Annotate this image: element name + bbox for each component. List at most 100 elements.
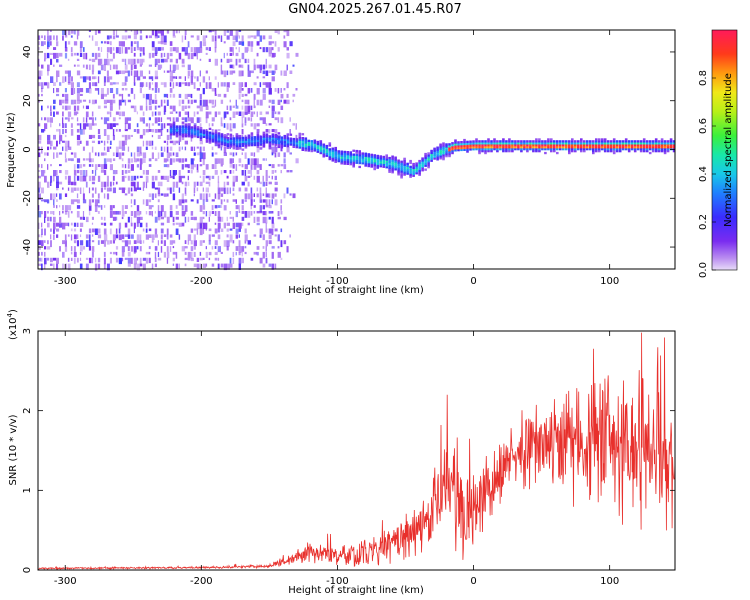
heatmap-cell <box>232 216 234 222</box>
heatmap-cell <box>280 136 284 139</box>
heatmap-cell <box>91 164 94 167</box>
heatmap-cell <box>556 142 559 145</box>
heatmap-cell <box>268 41 272 46</box>
heatmap-cell <box>187 133 191 136</box>
heatmap-cell <box>112 82 116 85</box>
heatmap-cell <box>47 47 49 50</box>
heatmap-cell <box>550 140 553 143</box>
heatmap-cell <box>496 144 499 147</box>
heatmap-cell <box>115 64 118 70</box>
heatmap-cell <box>172 193 176 201</box>
heatmap-cell <box>82 129 85 135</box>
snr-x-axis-label: Height of straight line (km) <box>288 585 424 596</box>
heatmap-cell <box>121 257 124 262</box>
heatmap-cell <box>289 234 291 238</box>
heatmap-cell <box>88 134 92 139</box>
heatmap-cell <box>235 146 239 150</box>
heatmap-cell <box>229 58 233 63</box>
heatmap-cell <box>64 175 67 180</box>
heatmap-cell <box>142 140 145 147</box>
heatmap-cell <box>41 146 43 154</box>
heatmap-cell <box>340 152 343 155</box>
heatmap-cell <box>44 52 47 60</box>
heatmap-cell <box>175 263 179 270</box>
heatmap-cell <box>124 205 128 209</box>
heatmap-cell <box>148 211 152 216</box>
heatmap-cell <box>400 168 403 171</box>
heatmap-cell <box>250 117 253 122</box>
heatmap-cell <box>172 29 175 36</box>
heatmap-cell <box>220 143 224 146</box>
heatmap-cell <box>636 144 640 147</box>
heatmap-cell <box>59 99 62 106</box>
heatmap-cell <box>157 152 160 159</box>
heatmap-cell <box>286 141 290 144</box>
heatmap-cell <box>394 166 397 169</box>
heatmap-cell <box>106 263 110 271</box>
heatmap-cell <box>214 251 218 255</box>
heatmap-cell <box>238 82 242 88</box>
heatmap-cell <box>286 187 289 194</box>
heatmap-cell <box>457 147 460 150</box>
heatmap-cell <box>166 52 170 60</box>
heatmap-cell <box>169 47 173 52</box>
heatmap-cell <box>487 142 490 145</box>
heatmap-cell <box>232 70 236 74</box>
chart-title: GN04.2025.267.01.45.R07 <box>288 2 462 17</box>
heatmap-cell <box>157 123 161 126</box>
heatmap-cell <box>62 35 64 41</box>
heatmap-cell <box>310 147 314 151</box>
heatmap-cell <box>226 199 229 203</box>
heatmap-cell <box>286 47 289 51</box>
heatmap-cell <box>556 148 559 151</box>
heatmap-cell <box>47 82 50 89</box>
heatmap-cell <box>598 150 601 153</box>
heatmap-cell <box>106 146 110 152</box>
heatmap-cell <box>403 171 406 174</box>
heatmap-cell <box>466 142 469 145</box>
heatmap-cell <box>50 105 52 112</box>
heatmap-cell <box>79 88 84 93</box>
heatmap-cell <box>304 137 308 140</box>
heatmap-cell <box>47 41 50 48</box>
heatmap-cell <box>403 163 406 166</box>
heatmap-cell <box>106 240 110 245</box>
heatmap-cell <box>247 111 250 114</box>
heatmap-cell <box>349 163 352 166</box>
heatmap-cell <box>457 143 460 146</box>
heatmap-cell <box>400 174 403 177</box>
heatmap-cell <box>385 166 388 169</box>
heatmap-cell <box>292 123 295 126</box>
heatmap-cell <box>124 257 128 260</box>
heatmap-cell <box>121 93 124 101</box>
heatmap-cell <box>38 211 42 218</box>
heatmap-cell <box>337 154 340 157</box>
heatmap-cell <box>196 135 200 139</box>
heatmap-cell <box>38 205 40 211</box>
heatmap-cell <box>205 175 209 179</box>
heatmap-cell <box>274 111 277 115</box>
heatmap-cell <box>535 142 538 145</box>
heatmap-cell <box>271 170 274 174</box>
heatmap-cell <box>268 35 272 40</box>
heatmap-cell <box>79 240 84 246</box>
spectrogram-x-axis-label: Height of straight line (km) <box>288 285 424 296</box>
heatmap-cell <box>265 133 269 136</box>
heatmap-cell <box>250 144 254 147</box>
heatmap-cell <box>241 148 245 151</box>
heatmap-cell <box>184 158 188 162</box>
heatmap-cell <box>313 149 317 152</box>
heatmap-cell <box>553 150 556 153</box>
heatmap-cell <box>669 146 673 149</box>
heatmap-cell <box>193 129 197 132</box>
heatmap-cell <box>624 140 628 143</box>
heatmap-cell <box>217 158 221 164</box>
heatmap-cell <box>41 228 43 235</box>
heatmap-cell <box>56 58 59 63</box>
heatmap-cell <box>633 142 637 145</box>
heatmap-cell <box>439 149 442 152</box>
heatmap-cell <box>553 140 556 143</box>
heatmap-cell <box>601 148 604 151</box>
heatmap-cell <box>181 64 185 68</box>
heatmap-cell <box>247 134 251 137</box>
